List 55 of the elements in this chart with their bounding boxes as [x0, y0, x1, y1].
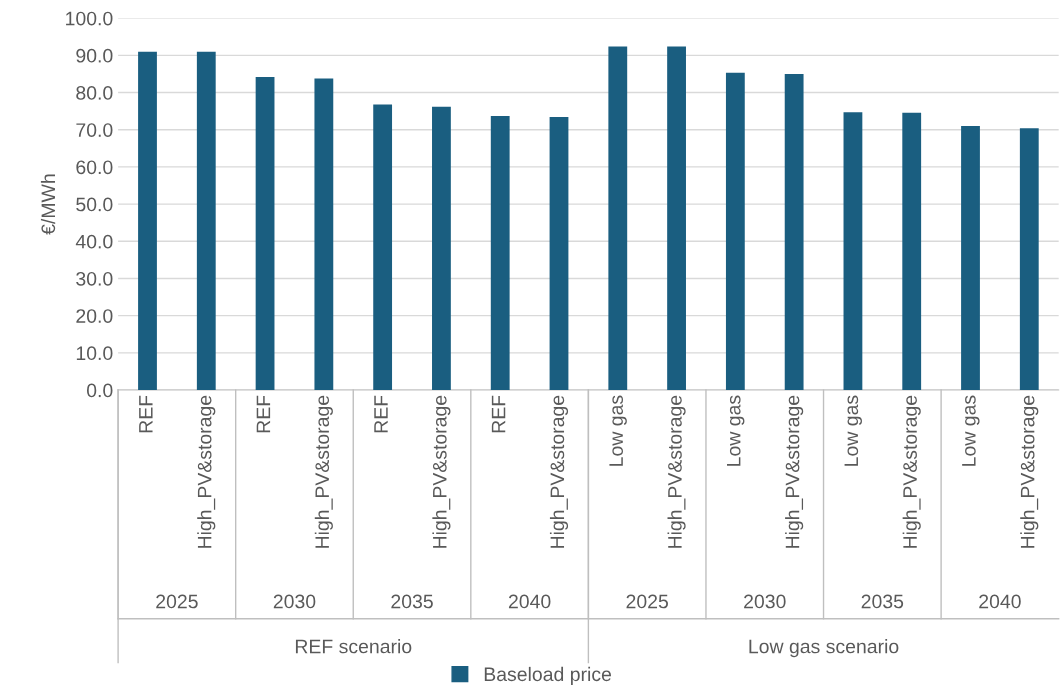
text: 2025	[156, 594, 198, 609]
bar	[255, 76, 275, 391]
x-tick-label: Low gas	[609, 395, 627, 466]
text: 2030	[744, 594, 786, 609]
text: 2035	[861, 594, 904, 609]
y-tick-label: 80.0	[76, 86, 113, 100]
x-tick-label: Low gas	[844, 395, 862, 466]
x-tick-label: High_PV&storage	[902, 395, 921, 548]
x-tick-label: High_PV&storage	[549, 395, 569, 548]
y-tick-label: 30.0	[76, 271, 113, 286]
bar	[608, 46, 628, 391]
legend-label: Baseload price	[484, 666, 612, 685]
bar	[843, 112, 863, 391]
y-tick-label: 0.0	[86, 383, 113, 398]
y-axis-title: €/MWh	[40, 174, 56, 235]
y-tick-label: 60.0	[76, 160, 113, 175]
text: Low gas scenario	[749, 639, 899, 658]
x-tick-label: High_PV&storage	[1020, 395, 1039, 548]
y-tick-label: 90.0	[76, 48, 113, 63]
text: 2040	[979, 594, 1021, 609]
bar	[667, 46, 686, 391]
bar	[196, 51, 216, 391]
y-tick-label: 40.0	[75, 234, 113, 249]
text: 2030	[273, 594, 316, 609]
text: 2025	[626, 594, 668, 609]
bar	[1019, 128, 1039, 391]
text: 2040	[508, 594, 551, 609]
y-tick-label: 10.0	[76, 346, 113, 361]
bar	[138, 51, 157, 391]
y-tick-label: 50.0	[76, 197, 113, 212]
bar	[725, 72, 745, 391]
bar	[902, 112, 922, 391]
x-tick-label: High_PV&storage	[785, 395, 804, 548]
bar	[314, 78, 334, 391]
x-tick-label: High_PV&storage	[432, 395, 451, 548]
y-tick-label: 100.0	[66, 11, 113, 26]
text: REF scenario	[295, 639, 412, 654]
text: 2035	[391, 594, 433, 609]
x-tick-label: REF	[491, 395, 506, 433]
bar	[373, 104, 393, 391]
bar	[549, 117, 569, 391]
x-tick-label: Low gas	[727, 395, 745, 466]
x-tick-label: REF	[139, 395, 153, 433]
y-tick-label: 70.0	[76, 123, 113, 137]
y-tick-label: 20.0	[76, 309, 113, 323]
bar	[961, 126, 980, 391]
x-tick-label: REF	[374, 395, 388, 433]
bar	[432, 106, 451, 391]
x-tick-label: High_PV&storage	[314, 395, 333, 548]
x-tick-label: REF	[256, 395, 271, 433]
x-tick-label: High_PV&storage	[197, 395, 216, 548]
x-tick-label: Low gas	[962, 395, 980, 466]
bar	[784, 73, 804, 391]
bar	[490, 115, 510, 391]
x-tick-label: High_PV&storage	[667, 395, 686, 548]
